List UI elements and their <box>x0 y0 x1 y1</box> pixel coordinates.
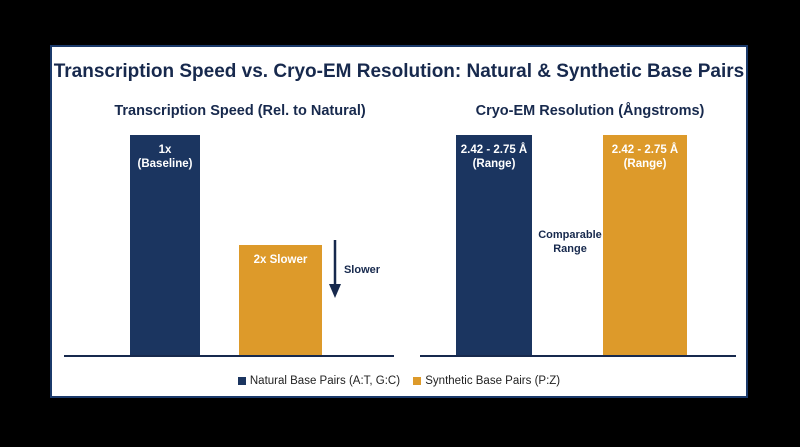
bar-label-synthetic-speed: 2x Slower <box>239 253 322 267</box>
chart-title: Transcription Speed vs. Cryo-EM Resoluti… <box>53 61 745 82</box>
bar-label-line: 2.42 - 2.75 Å <box>460 144 528 156</box>
bar-natural-resolution <box>456 135 532 355</box>
bar-label-natural-speed: 1x (Baseline) <box>130 143 200 171</box>
annotation-line: Comparable <box>538 229 602 241</box>
legend-label-natural: Natural Base Pairs (A:T, G:C) <box>249 375 401 387</box>
down-arrow-icon <box>329 240 341 298</box>
legend-item-synthetic: Synthetic Base Pairs (P:Z) <box>413 375 560 387</box>
bar-synthetic-speed <box>239 245 322 355</box>
bar-natural-speed <box>130 135 200 355</box>
legend-item-natural: Natural Base Pairs (A:T, G:C) <box>237 375 401 387</box>
bar-synthetic-resolution <box>603 135 687 355</box>
legend-swatch-synthetic <box>413 377 422 385</box>
speed-panel-title: Transcription Speed (Rel. to Natural) <box>114 103 366 119</box>
bar-label-line: 2.42 - 2.75 Å <box>611 144 679 156</box>
resolution-panel-title: Cryo-EM Resolution (Ångstroms) <box>475 103 705 119</box>
annotation-line: Range <box>553 243 587 255</box>
bar-label-natural-resolution: 2.42 - 2.75 Å (Range) <box>456 143 532 171</box>
bar-label-line: 1x <box>158 144 172 156</box>
legend: Natural Base Pairs (A:T, G:C) Synthetic … <box>52 375 746 388</box>
slower-annotation: Slower <box>343 264 381 276</box>
legend-label-synthetic: Synthetic Base Pairs (P:Z) <box>425 375 561 387</box>
bar-label-line: 2x Slower <box>253 254 308 266</box>
chart-card: Transcription Speed vs. Cryo-EM Resoluti… <box>50 45 748 398</box>
speed-baseline <box>64 355 394 357</box>
bar-label-line: (Baseline) <box>137 158 193 170</box>
bar-label-line: (Range) <box>623 158 667 170</box>
resolution-baseline <box>420 355 736 357</box>
bar-label-synthetic-resolution: 2.42 - 2.75 Å (Range) <box>603 143 687 171</box>
comparable-range-annotation: Comparable Range <box>530 228 610 256</box>
bar-label-line: (Range) <box>472 158 516 170</box>
legend-swatch-natural <box>237 377 246 385</box>
